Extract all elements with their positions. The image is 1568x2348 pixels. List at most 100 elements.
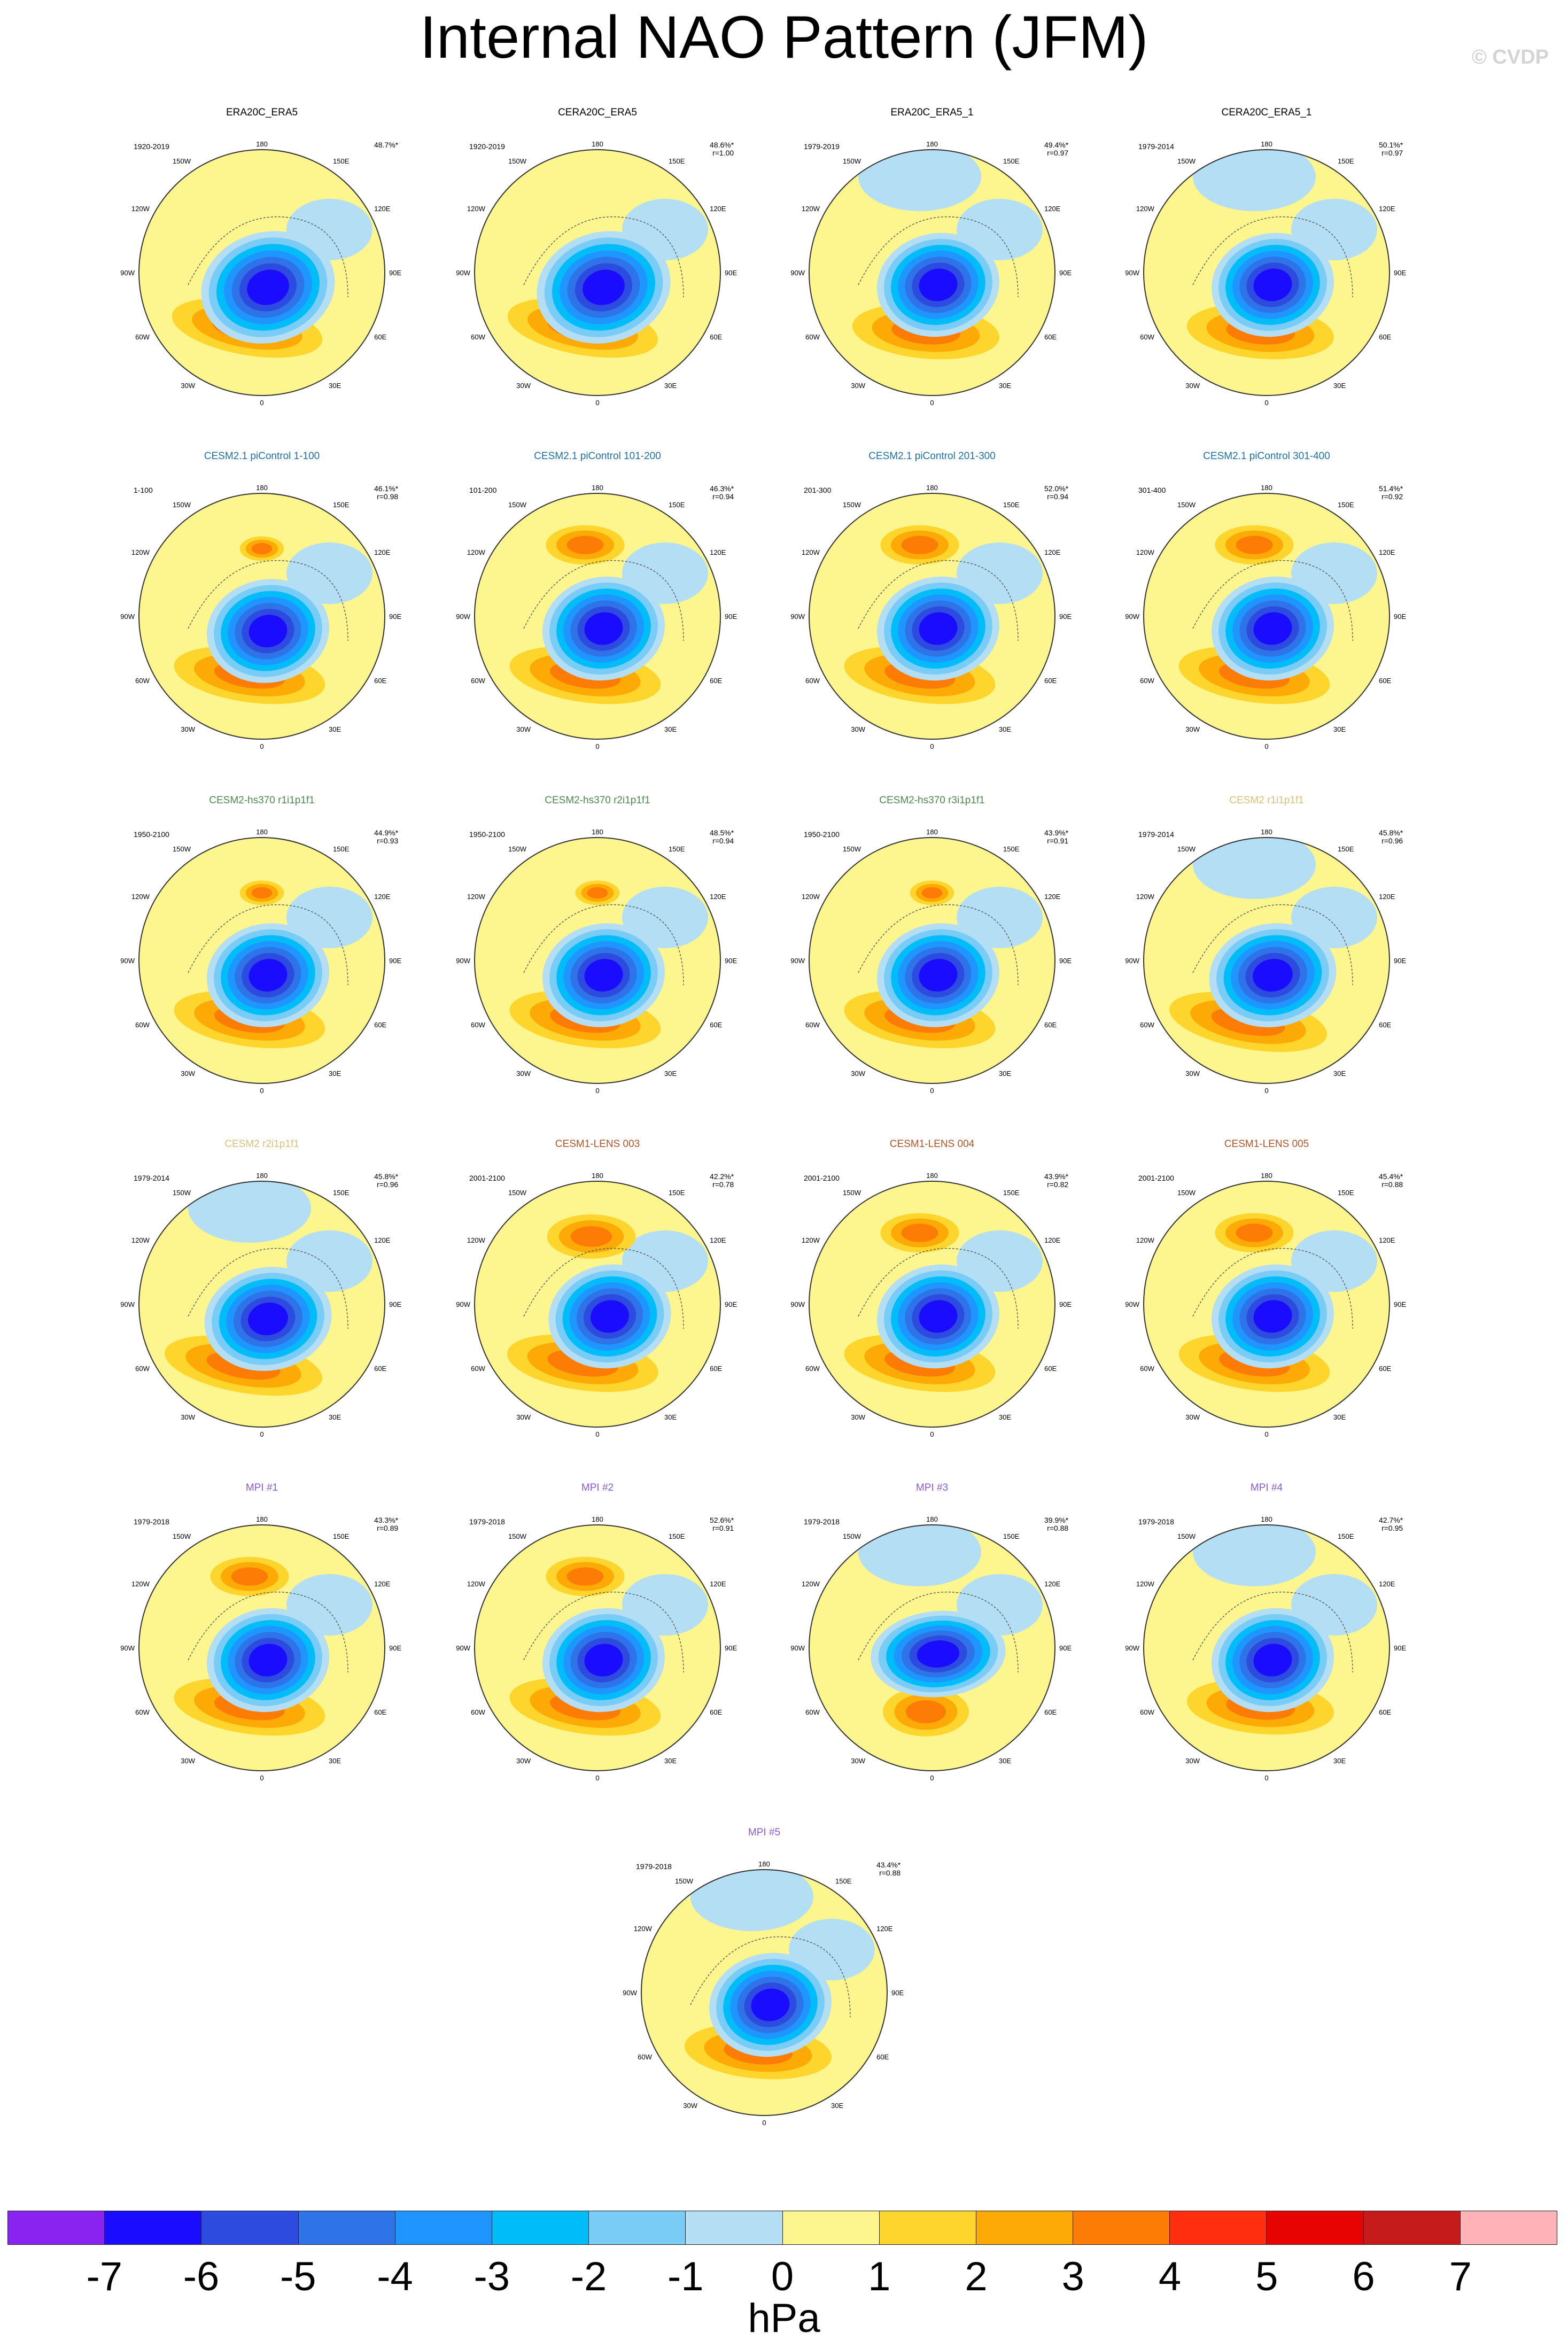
map-panel: CERA20C_ERA5_1 1979-2014 50.1%* r=0.97 180 15… <box>1117 107 1416 428</box>
coastline <box>858 560 1019 641</box>
longitude-label: 0 <box>1264 1774 1268 1782</box>
panel-title: CESM2.1 piControl 201-300 <box>868 451 996 462</box>
longitude-label: 60W <box>471 1708 485 1716</box>
longitude-label: 120W <box>467 205 486 213</box>
explained-variance: 51.4%* <box>1379 484 1403 493</box>
longitude-label: 90E <box>1059 1644 1072 1652</box>
longitude-label: 30W <box>1185 1070 1200 1078</box>
panel-period: 1979-2018 <box>804 1517 840 1526</box>
longitude-label: 60E <box>374 1708 386 1716</box>
longitude-label: 120E <box>1044 893 1061 901</box>
pacific-high-contour-4 <box>1236 536 1273 554</box>
longitude-label: 120W <box>131 205 150 213</box>
longitude-label: 90W <box>120 1644 135 1652</box>
colorbar-unit-label: hPa <box>748 2296 820 2341</box>
longitude-label: 60E <box>1379 333 1391 341</box>
weak-negative-area <box>858 150 981 211</box>
colorbar-box <box>879 2211 976 2244</box>
pattern-correlation: r=0.82 <box>1047 1180 1069 1189</box>
coastline <box>523 1247 684 1329</box>
coastline <box>858 216 1019 298</box>
longitude-label: 0 <box>1264 1087 1268 1095</box>
longitude-label: 30W <box>851 1757 865 1765</box>
longitude-label: 150E <box>1003 845 1020 853</box>
longitude-label: 90E <box>389 269 401 277</box>
longitude-label: 30W <box>851 725 865 733</box>
longitude-label: 120W <box>802 1236 820 1244</box>
longitude-label: 120E <box>1044 1236 1061 1244</box>
longitude-label: 120W <box>467 893 486 901</box>
pattern-correlation: r=0.88 <box>1047 1524 1069 1532</box>
colorbar-box <box>1363 2211 1461 2244</box>
map-border <box>474 1181 721 1428</box>
longitude-label: 150W <box>508 845 527 853</box>
longitude-label: 60W <box>471 1021 485 1029</box>
colorbar-box <box>492 2211 589 2244</box>
longitude-label: 150E <box>1003 1532 1020 1540</box>
arctic-low-contour-6 <box>249 959 288 992</box>
longitude-label: 150E <box>1003 1189 1020 1197</box>
colorbar-box <box>1267 2211 1364 2244</box>
longitude-label: 30E <box>831 2102 843 2110</box>
map-panel: MPI #1 1979-2018 43.3%* r=0.89 180 150W 150E 12… <box>112 1482 412 1803</box>
panel-period: 1979-2018 <box>1138 1517 1174 1526</box>
longitude-label: 120E <box>1379 1236 1395 1244</box>
panel-period: 1920-2019 <box>134 142 169 151</box>
cvdp-credit: © CVDP <box>1471 46 1549 68</box>
panel-period: 1950-2100 <box>134 830 169 839</box>
arctic-low-contour-6 <box>919 959 958 992</box>
panel-title: MPI #1 <box>245 1482 278 1493</box>
longitude-label: 120W <box>131 1236 150 1244</box>
longitude-label: 150E <box>333 157 350 165</box>
longitude-label: 180 <box>592 1515 603 1523</box>
longitude-label: 150E <box>1338 501 1354 509</box>
longitude-label: 60E <box>374 1365 386 1373</box>
longitude-label: 60W <box>471 1365 485 1373</box>
longitude-label: 60W <box>1140 677 1154 685</box>
panel-title: CERA20C_ERA5_1 <box>1221 107 1312 118</box>
longitude-label: 90W <box>790 1300 805 1308</box>
colorbar-box <box>589 2211 686 2244</box>
map-border <box>1143 1524 1390 1771</box>
longitude-label: 150W <box>173 1189 191 1197</box>
panel-title: ERA20C_ERA5_1 <box>890 107 974 118</box>
longitude-label: 90E <box>725 269 737 277</box>
longitude-label: 90W <box>456 1644 470 1652</box>
explained-variance: 45.4%* <box>1379 1172 1403 1181</box>
arctic-low-contour-6 <box>919 612 958 645</box>
longitude-label: 180 <box>592 484 603 492</box>
polar-map: 180 150W 150E 120W 120E 90W 90E 60W 60E 30W 30E 0 <box>120 1172 401 1438</box>
longitude-label: 90E <box>1394 957 1406 965</box>
longitude-label: 90W <box>1125 1644 1139 1652</box>
panel-title: CESM1-LENS 005 <box>1224 1138 1309 1150</box>
map-panel: MPI #3 1979-2018 39.9%* r=0.88 180 150W 150E 12… <box>782 1482 1082 1803</box>
coastline <box>188 1591 348 1673</box>
longitude-label: 30W <box>1185 1413 1200 1421</box>
panel-period: 2001-2100 <box>804 1174 840 1182</box>
panel-stats: 43.3%* r=0.89 <box>374 1516 398 1532</box>
longitude-label: 30E <box>664 725 677 733</box>
longitude-label: 30E <box>999 725 1011 733</box>
panel-period: 2001-2100 <box>469 1174 505 1182</box>
coastline <box>1192 1247 1353 1329</box>
longitude-label: 150E <box>333 845 350 853</box>
pattern-correlation: r=0.95 <box>1381 1524 1403 1532</box>
longitude-label: 0 <box>595 1430 599 1438</box>
longitude-label: 90W <box>790 613 805 621</box>
longitude-label: 180 <box>256 484 268 492</box>
map-border <box>1143 493 1390 740</box>
colorbar-tick-label: 0 <box>771 2254 794 2299</box>
arctic-low-contour-6 <box>919 1300 958 1333</box>
longitude-label: 180 <box>256 1172 268 1180</box>
longitude-label: 30W <box>516 382 531 390</box>
map-panel: ERA20C_ERA5 1920-2019 48.7%* 180 150W 150E 120… <box>112 107 412 428</box>
longitude-label: 90E <box>1059 1300 1072 1308</box>
longitude-label: 150W <box>843 501 861 509</box>
longitude-label: 90W <box>120 957 135 965</box>
map-panel: CESM2.1 piControl 101-200 101-200 46.3%* r=… <box>448 451 747 771</box>
longitude-label: 150W <box>173 157 191 165</box>
weak-negative-area <box>188 1181 311 1243</box>
longitude-label: 150E <box>1338 157 1354 165</box>
pattern-correlation: r=0.94 <box>1047 492 1069 501</box>
coastline <box>1192 1591 1353 1673</box>
